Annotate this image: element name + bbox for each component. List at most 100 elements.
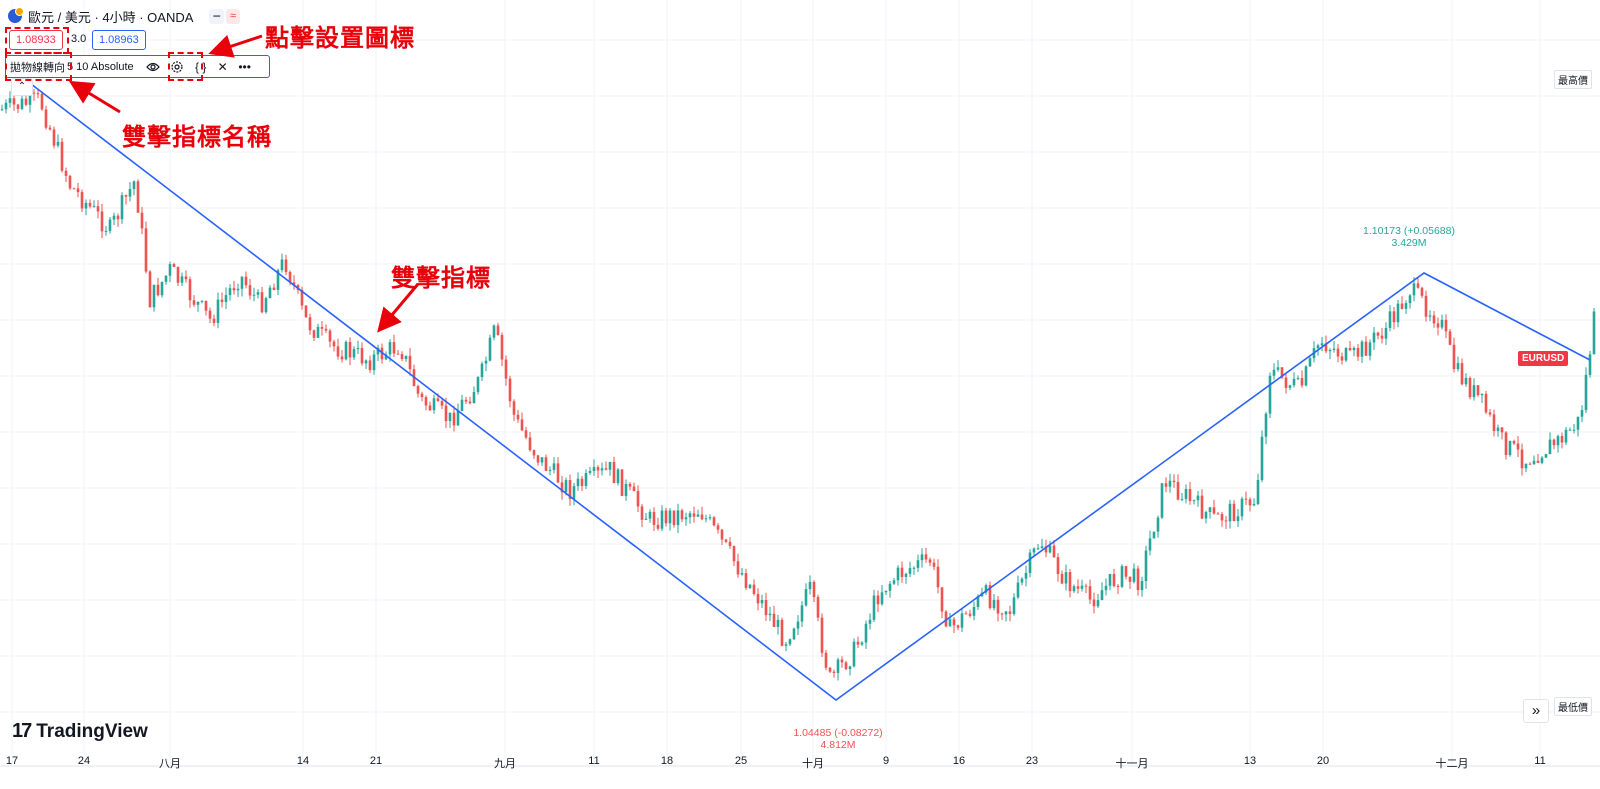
candle-body: [344, 341, 348, 360]
scroll-to-realtime-button[interactable]: »: [1523, 699, 1549, 723]
close-icon[interactable]: ✕: [217, 59, 228, 74]
candle-body: [868, 619, 872, 624]
candle-body: [1376, 332, 1380, 336]
high-extreme-label: 1.10173 (+0.05688) 3.429M: [1363, 225, 1455, 249]
candle-body: [1340, 356, 1344, 361]
gear-icon[interactable]: [168, 58, 186, 76]
candle-body: [652, 511, 656, 525]
candle-body: [708, 517, 712, 519]
candle-body: [80, 192, 84, 209]
candle-body: [716, 525, 720, 530]
candle-body: [1168, 480, 1172, 487]
candle-body: [684, 517, 688, 520]
candle-body: [732, 546, 736, 562]
candle-body: [1292, 378, 1296, 386]
candle-body: [1060, 574, 1064, 584]
candle-body: [884, 590, 888, 593]
candle-body: [440, 401, 444, 406]
candle-body: [1268, 375, 1272, 414]
candle-body: [1036, 548, 1040, 550]
candle-body: [960, 613, 964, 628]
candle-body: [60, 141, 64, 171]
symbol-title[interactable]: 歐元 / 美元 · 4小時 · OANDA: [28, 9, 194, 25]
candle-body: [968, 613, 972, 616]
time-axis-label: 21: [369, 755, 383, 767]
candle-body: [552, 463, 556, 470]
candle-body: [368, 360, 372, 371]
candle-body: [1184, 489, 1188, 499]
candle-body: [772, 613, 776, 627]
candle-body: [756, 594, 760, 604]
candle-body: [96, 206, 100, 212]
candle-body: [192, 300, 196, 305]
sell-button[interactable]: 1.08933: [9, 30, 63, 50]
candle-body: [132, 181, 136, 190]
candle-body: [228, 288, 232, 296]
candle-body: [832, 671, 836, 673]
candle-body: [240, 276, 244, 289]
buy-button[interactable]: 1.08963: [92, 30, 146, 50]
candle-body: [484, 360, 488, 364]
candle-body: [656, 524, 660, 529]
candle-body: [452, 412, 456, 426]
candle-body: [1284, 377, 1288, 388]
candle-body: [448, 412, 452, 422]
candle-body: [176, 267, 180, 283]
candle-body: [1392, 311, 1396, 323]
candle-body: [1368, 342, 1372, 356]
candle-body: [1264, 413, 1268, 437]
candle-body: [1076, 586, 1080, 589]
candle-body: [564, 480, 568, 493]
time-axis-label: 9: [882, 755, 890, 767]
candle-body: [1116, 585, 1120, 587]
candle-body: [572, 486, 576, 499]
status-pills: ━ ≈: [209, 8, 241, 24]
candle-body: [1056, 557, 1060, 575]
candle-body: [1048, 545, 1052, 553]
candle-body: [1160, 483, 1164, 518]
candle-body: [1364, 341, 1368, 356]
candle-body: [1496, 427, 1500, 432]
candle-body: [204, 300, 208, 311]
candle-body: [1576, 416, 1580, 430]
candle-body: [1452, 344, 1456, 370]
candle-body: [540, 457, 544, 463]
candle-body: [1288, 385, 1292, 388]
candle-body: [952, 619, 956, 626]
candle-body: [464, 399, 468, 402]
candle-body: [1332, 348, 1336, 350]
candle-body: [1020, 578, 1024, 583]
candle-body: [1244, 498, 1248, 500]
candle-body: [536, 455, 540, 463]
candle-body: [1532, 460, 1536, 465]
candle-body: [1212, 507, 1216, 514]
candle-body: [1044, 546, 1048, 553]
candle-body: [856, 641, 860, 645]
candle-body: [1276, 367, 1280, 370]
candle-body: [888, 583, 892, 591]
collapse-legend-button[interactable]: ⌃: [11, 78, 33, 96]
candle-body: [788, 639, 792, 645]
candle-body: [8, 98, 12, 103]
time-axis-label: 25: [734, 755, 748, 767]
candle-body: [1156, 517, 1160, 532]
candle-body: [1512, 441, 1516, 444]
indicator-name[interactable]: 拋物線轉向: [10, 61, 65, 74]
candle-body: [232, 288, 236, 291]
candle-body: [1464, 377, 1468, 385]
candle-body: [1296, 378, 1300, 380]
candle-body: [600, 468, 604, 471]
zigzag-indicator-line[interactable]: [17, 73, 1591, 701]
eye-icon[interactable]: [144, 58, 162, 76]
braces-icon[interactable]: { }: [194, 59, 207, 74]
candle-body: [128, 189, 132, 197]
candle-body: [1488, 412, 1492, 415]
candle-body: [500, 334, 504, 360]
candle-body: [1216, 513, 1220, 515]
candle-body: [1448, 331, 1452, 345]
candle-body: [1508, 441, 1512, 456]
candle-body: [1220, 514, 1224, 521]
candle-body: [140, 212, 144, 229]
more-icon[interactable]: •••: [238, 59, 251, 74]
